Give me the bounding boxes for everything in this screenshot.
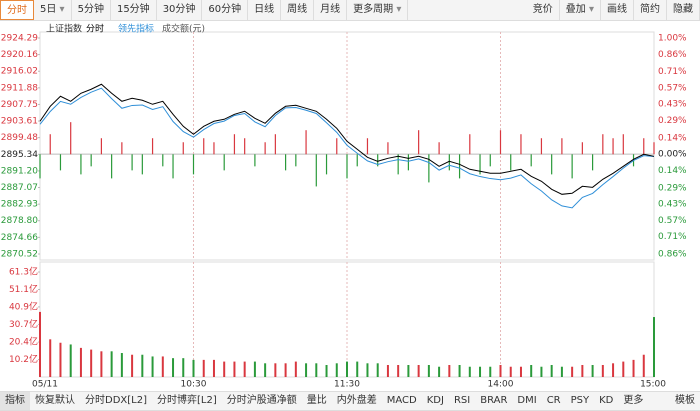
- y-tick-label: 2887.07: [1, 183, 38, 193]
- toolbar-tab[interactable]: 5分钟: [72, 0, 111, 20]
- volume-tick-label: 30.7亿: [9, 318, 38, 330]
- y-tick-label: 2891.20: [1, 166, 38, 176]
- indicator-tab[interactable]: MACD: [386, 395, 417, 406]
- toolbar-tab[interactable]: 竞价: [527, 0, 560, 20]
- indicator-tab[interactable]: 内外盘差: [336, 395, 377, 406]
- y2-tick-label: 0.43%: [658, 100, 687, 110]
- indicator-tab[interactable]: 更多: [623, 395, 644, 406]
- toolbar-tab[interactable]: 15分钟: [111, 0, 157, 20]
- y2-tick-label: 0.86%: [658, 50, 687, 60]
- toolbar-tab[interactable]: 月线: [314, 0, 348, 20]
- x-tick-label: 11:30: [334, 380, 360, 390]
- y-tick-label: 2924.29: [1, 34, 38, 44]
- x-tick-label: 10:30: [181, 380, 207, 390]
- y-tick-label: 2907.75: [1, 100, 38, 110]
- indicator-tab[interactable]: PSY: [570, 395, 590, 406]
- toolbar-tab[interactable]: 周线: [281, 0, 315, 20]
- toolbar-tab[interactable]: 日线: [248, 0, 282, 20]
- indicator-tab[interactable]: CR: [546, 395, 561, 406]
- toolbar-tab[interactable]: 30分钟: [157, 0, 203, 20]
- price-line: [39, 87, 655, 209]
- y2-tick-label: 0.29%: [658, 183, 687, 193]
- x-tick-label: 15:00: [640, 380, 666, 390]
- indicator-tab[interactable]: 分时博弈[L2]: [157, 395, 217, 406]
- y2-tick-label: 0.86%: [658, 250, 687, 260]
- volume-tick-label: 10.2亿: [9, 353, 38, 365]
- price-line: [39, 83, 655, 195]
- y2-tick-label: 0.71%: [658, 67, 687, 77]
- x-tick-label: 05/11: [32, 380, 58, 390]
- legend-entry: 分时: [86, 23, 104, 35]
- y-tick-label: 2870.52: [1, 250, 38, 260]
- y-tick-label: 2878.80: [1, 216, 38, 226]
- toolbar-tab[interactable]: 叠加: [560, 0, 601, 20]
- y-tick-label: 2895.34: [1, 150, 38, 160]
- tool-buttons: 竞价叠加画线简约隐藏: [527, 0, 700, 20]
- x-tick-label: 14:00: [488, 380, 514, 390]
- y2-tick-label: 0.14%: [658, 166, 687, 176]
- y-tick-label: 2911.88: [1, 83, 38, 93]
- y2-tick-label: 0.00%: [658, 150, 687, 160]
- y2-tick-label: 1.00%: [658, 34, 687, 44]
- volume-tick-label: 51.1亿: [9, 283, 38, 295]
- volume-tick-label: 61.3亿: [9, 266, 38, 278]
- toolbar: 分时5日5分钟15分钟30分钟60分钟日线周线月线更多周期 竞价叠加画线简约隐藏: [0, 0, 700, 21]
- y-tick-label: 2874.66: [1, 233, 38, 243]
- y2-tick-label: 0.14%: [658, 133, 687, 143]
- indicator-tabs: 指标 恢复默认 分时DDX[L2] 分时博弈[L2] 分时沪股通净额 量比 内外盘差 MACD…: [0, 392, 648, 410]
- toolbar-tab[interactable]: 简约: [634, 0, 667, 20]
- toolbar-tab[interactable]: 更多周期: [347, 0, 409, 20]
- y-tick-label: 2920.16: [1, 50, 38, 60]
- y2-tick-label: 0.43%: [658, 200, 687, 210]
- y-tick-label: 2882.93: [1, 200, 38, 210]
- y-tick-label: 2899.48: [1, 133, 38, 143]
- y2-tick-label: 0.57%: [658, 83, 687, 93]
- indicator-tab[interactable]: KDJ: [426, 395, 444, 406]
- toolbar-tab[interactable]: 5日: [34, 0, 72, 20]
- indicator-tab[interactable]: 指标: [0, 392, 30, 410]
- indicator-bar: 指标 恢复默认 分时DDX[L2] 分时博弈[L2] 分时沪股通净额 量比 内外盘差 MACD…: [0, 391, 700, 411]
- toolbar-tab[interactable]: 画线: [601, 0, 634, 20]
- indicator-tab[interactable]: 恢复默认: [35, 395, 75, 406]
- indicator-tab[interactable]: KD: [599, 395, 614, 406]
- y-tick-label: 2903.61: [1, 117, 38, 127]
- chart-title: 上证指数: [46, 23, 82, 35]
- indicator-tab[interactable]: 分时DDX[L2]: [85, 395, 147, 406]
- volume-tick-label: 20.4亿: [9, 336, 38, 348]
- indicator-tab[interactable]: DMI: [517, 395, 537, 406]
- indicator-tab[interactable]: BRAR: [480, 395, 508, 406]
- y2-tick-label: 0.57%: [658, 216, 687, 226]
- period-tabs: 分时5日5分钟15分钟30分钟60分钟日线周线月线更多周期: [0, 0, 409, 20]
- toolbar-tab[interactable]: 分时: [0, 0, 34, 20]
- volume-label: 成交额(元): [162, 23, 205, 35]
- volume-tick-label: 40.9亿: [9, 300, 38, 312]
- y2-tick-label: 0.71%: [658, 232, 687, 242]
- indicator-tab[interactable]: 分时沪股通净额: [226, 395, 297, 406]
- toolbar-tab[interactable]: 60分钟: [202, 0, 249, 20]
- y2-tick-label: 0.29%: [658, 116, 687, 126]
- y-tick-label: 2916.02: [1, 67, 38, 77]
- template-button[interactable]: 模板: [675, 395, 695, 406]
- indicator-tab[interactable]: RSI: [453, 395, 471, 406]
- indicator-tab[interactable]: 量比: [306, 395, 327, 406]
- legend-entry: 领先指标: [118, 23, 154, 35]
- toolbar-tab[interactable]: 隐藏: [667, 0, 700, 20]
